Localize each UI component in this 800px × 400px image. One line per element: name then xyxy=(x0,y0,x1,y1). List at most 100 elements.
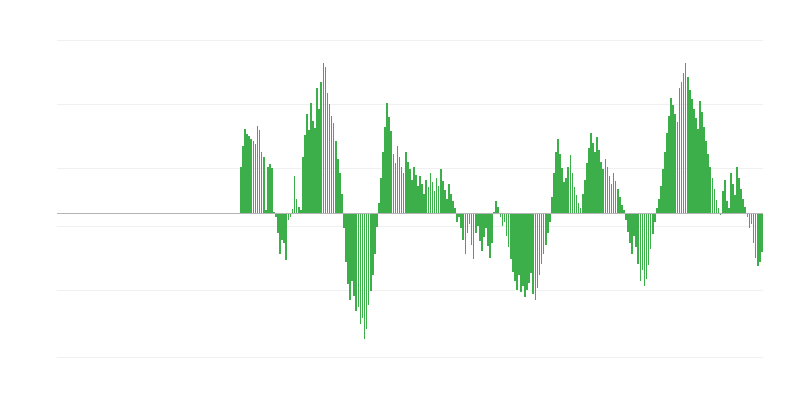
bar xyxy=(454,207,456,213)
bar xyxy=(740,188,743,213)
bar xyxy=(485,214,487,229)
bar xyxy=(419,175,421,213)
bar xyxy=(281,214,284,240)
bar xyxy=(600,161,603,213)
bar xyxy=(627,214,629,232)
bar xyxy=(244,128,246,213)
bar xyxy=(308,129,310,213)
bar xyxy=(612,173,615,213)
bar xyxy=(690,99,693,213)
bar xyxy=(629,214,631,243)
bar xyxy=(423,193,426,213)
bar xyxy=(476,214,479,226)
bar xyxy=(651,214,654,235)
bar xyxy=(314,127,316,213)
bar xyxy=(686,77,689,213)
bar xyxy=(246,133,249,213)
bar xyxy=(713,188,716,213)
bar xyxy=(483,214,485,238)
bar xyxy=(417,186,419,213)
bar xyxy=(439,169,442,213)
bar xyxy=(602,169,605,213)
bar xyxy=(715,200,718,213)
bar xyxy=(306,114,308,213)
bar xyxy=(429,173,432,213)
gridline xyxy=(57,226,763,227)
bar xyxy=(520,214,522,293)
bar xyxy=(408,169,411,213)
bar xyxy=(516,214,518,290)
bar xyxy=(577,203,580,213)
bar xyxy=(347,214,349,285)
bar xyxy=(380,177,382,213)
bar xyxy=(462,214,465,240)
bar xyxy=(742,198,745,213)
bar xyxy=(725,201,728,213)
bar xyxy=(367,214,370,305)
bar xyxy=(604,158,607,213)
bar xyxy=(415,174,417,213)
bar xyxy=(645,214,648,280)
bar xyxy=(460,214,463,229)
bar xyxy=(450,193,452,213)
bar xyxy=(588,147,590,213)
bar xyxy=(703,126,705,213)
bar xyxy=(699,101,701,213)
bar xyxy=(353,214,356,296)
bar xyxy=(291,209,294,213)
bar xyxy=(666,133,668,213)
bar xyxy=(682,73,685,213)
bar xyxy=(637,214,640,264)
bar xyxy=(592,142,594,213)
bar xyxy=(565,177,568,213)
bar xyxy=(478,214,481,241)
bar xyxy=(513,214,516,282)
bar xyxy=(361,214,364,318)
bar xyxy=(373,214,376,254)
bar xyxy=(573,187,576,213)
bar xyxy=(730,173,732,213)
bar xyxy=(664,152,666,213)
bar xyxy=(273,211,275,213)
bar xyxy=(606,166,609,213)
bar xyxy=(386,102,389,213)
gridline xyxy=(57,168,763,169)
bar xyxy=(639,214,642,282)
bar xyxy=(680,81,683,213)
bar xyxy=(752,214,755,243)
bar xyxy=(334,141,337,213)
bar xyxy=(748,214,751,229)
bar xyxy=(402,173,405,213)
bar xyxy=(283,214,286,243)
bar xyxy=(378,203,380,213)
bar xyxy=(641,214,644,271)
bar xyxy=(287,214,290,221)
bar xyxy=(530,214,533,273)
bar xyxy=(466,214,469,234)
bar xyxy=(301,156,304,213)
bar xyxy=(750,214,753,224)
bar xyxy=(435,177,438,213)
bar xyxy=(579,207,582,213)
bar xyxy=(470,214,473,245)
bar xyxy=(672,105,675,213)
bar xyxy=(655,207,658,213)
bar xyxy=(493,211,496,213)
bar xyxy=(561,168,563,213)
bar xyxy=(563,182,566,213)
bar xyxy=(721,190,724,213)
bar xyxy=(390,131,393,213)
bar xyxy=(625,214,627,221)
bar xyxy=(285,214,288,261)
bar xyxy=(316,88,319,213)
bar xyxy=(400,166,403,213)
bar xyxy=(456,214,458,222)
bar xyxy=(474,214,477,234)
bar xyxy=(277,214,279,234)
bar xyxy=(676,122,679,213)
bar xyxy=(662,169,664,213)
bar xyxy=(271,168,273,213)
bar xyxy=(507,214,510,248)
bar xyxy=(505,214,508,237)
bar xyxy=(705,141,708,213)
